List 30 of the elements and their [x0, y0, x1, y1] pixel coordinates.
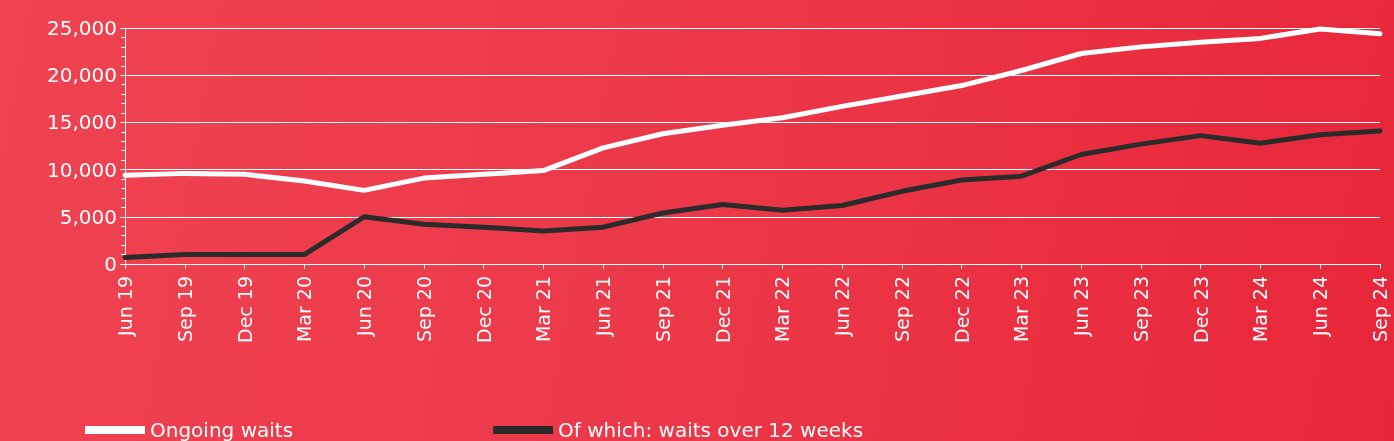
x-tick-label: Sep 21 — [651, 276, 674, 343]
x-tick-label: Jun 19 — [114, 276, 136, 337]
y-tick-label: 0 — [104, 252, 117, 276]
x-tick-label: Dec 23 — [1189, 276, 1212, 343]
x-tick-label: Sep 20 — [412, 276, 435, 343]
x-tick-label: Jun 23 — [1070, 276, 1093, 337]
y-tick-label: 20,000 — [47, 63, 117, 88]
x-tick-label: Mar 23 — [1010, 276, 1033, 343]
legend-label: Ongoing waits — [150, 418, 294, 441]
x-tick-label: Dec 19 — [233, 276, 256, 343]
x-tick-label: Mar 22 — [771, 276, 794, 343]
x-tick-label: Sep 19 — [173, 276, 196, 343]
y-tick-label: 10,000 — [47, 157, 117, 182]
legend-label: Of which: waits over 12 weeks — [558, 418, 864, 441]
x-tick-label: Mar 21 — [532, 276, 555, 343]
y-tick-label: 5,000 — [59, 204, 117, 229]
x-tick-label: Sep 23 — [1129, 276, 1152, 343]
x-tick-label: Dec 22 — [950, 276, 973, 343]
x-tick-label: Mar 24 — [1249, 276, 1272, 343]
x-tick-label: Mar 20 — [293, 276, 316, 343]
x-tick-label: Dec 20 — [472, 276, 495, 343]
y-tick-label: 15,000 — [47, 110, 117, 135]
x-tick-label: Jun 20 — [353, 276, 376, 337]
x-tick-label: Sep 24 — [1369, 276, 1391, 343]
x-tick-label: Jun 24 — [1309, 276, 1332, 337]
x-tick-label: Dec 21 — [711, 276, 734, 343]
x-tick-label: Jun 21 — [592, 276, 615, 337]
y-tick-label: 25,000 — [47, 16, 117, 40]
x-tick-label: Jun 22 — [831, 276, 854, 337]
x-tick-label: Sep 22 — [890, 276, 913, 343]
